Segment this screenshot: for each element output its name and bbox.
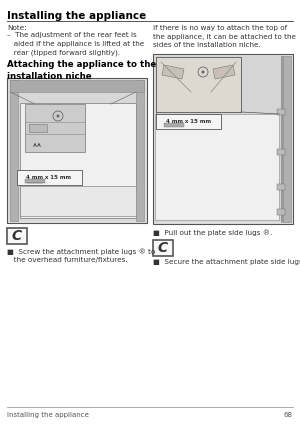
Text: Installing the appliance: Installing the appliance <box>7 11 146 21</box>
Text: Note:: Note: <box>7 25 27 31</box>
Text: 68: 68 <box>284 412 293 418</box>
Bar <box>281 56 284 222</box>
Polygon shape <box>162 65 184 79</box>
Text: C: C <box>12 229 22 243</box>
Text: ■  Secure the attachment plate side lugs.: ■ Secure the attachment plate side lugs. <box>153 259 300 265</box>
Bar <box>153 240 173 256</box>
Bar <box>277 149 285 155</box>
Text: Attaching the appliance to the
installation niche: Attaching the appliance to the installat… <box>7 60 156 81</box>
Bar <box>155 56 291 222</box>
Bar <box>281 56 291 222</box>
Text: If there is no way to attach the top of
the appliance, it can be attached to the: If there is no way to attach the top of … <box>153 25 296 48</box>
Bar <box>7 78 147 223</box>
Bar <box>153 54 293 224</box>
Text: ■  Screw the attachment plate lugs ® to
   the overhead furniture/fixtures.: ■ Screw the attachment plate lugs ® to t… <box>7 248 155 263</box>
Text: 4 mm x 15 mm: 4 mm x 15 mm <box>26 175 71 180</box>
Polygon shape <box>213 65 235 79</box>
Text: –  The adjustment of the rear feet is
   aided if the appliance is lifted at the: – The adjustment of the rear feet is aid… <box>7 32 144 56</box>
Circle shape <box>56 114 59 117</box>
Bar <box>164 123 184 127</box>
Text: 4 mm x 15 mm: 4 mm x 15 mm <box>166 119 211 124</box>
Bar <box>136 80 144 221</box>
Bar <box>10 80 18 221</box>
Bar <box>277 184 285 190</box>
Circle shape <box>202 71 205 74</box>
Bar <box>25 104 85 152</box>
Bar <box>277 109 285 115</box>
Bar <box>25 179 45 183</box>
Bar <box>155 114 279 220</box>
Bar <box>10 80 144 92</box>
Text: ■  Pull out the plate side lugs ®.: ■ Pull out the plate side lugs ®. <box>153 229 272 236</box>
Bar <box>156 57 241 112</box>
Bar <box>277 209 285 215</box>
Text: Installing the appliance: Installing the appliance <box>7 412 89 418</box>
Bar <box>156 114 221 129</box>
Bar <box>20 186 136 216</box>
Bar <box>20 103 136 218</box>
Bar <box>7 228 27 244</box>
Bar <box>17 170 82 185</box>
Bar <box>9 80 145 221</box>
Text: C: C <box>158 241 168 255</box>
Bar <box>29 124 47 132</box>
